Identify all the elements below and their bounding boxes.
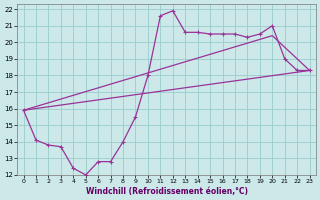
X-axis label: Windchill (Refroidissement éolien,°C): Windchill (Refroidissement éolien,°C) xyxy=(85,187,248,196)
